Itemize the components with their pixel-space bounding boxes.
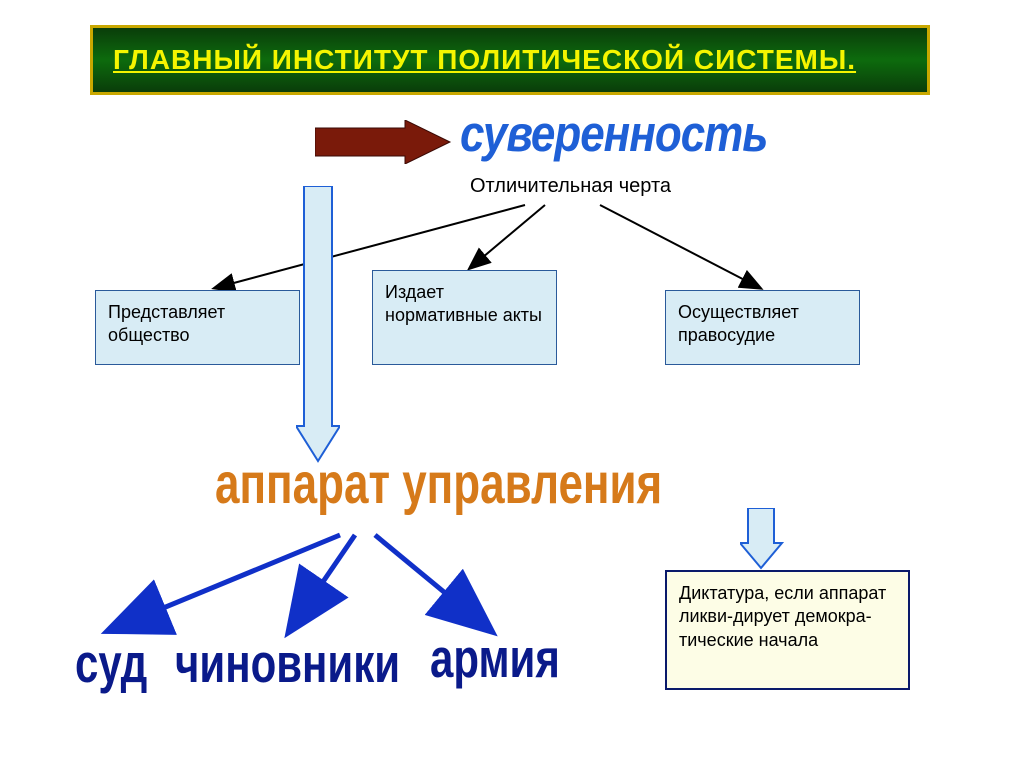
box-acts-text: Издает нормативные акты bbox=[385, 282, 542, 325]
title-text: ГЛАВНЫЙ ИНСТИТУТ ПОЛИТИЧЕСКОЙ СИСТЕМЫ. bbox=[113, 44, 856, 76]
box-justice-text: Осуществляет правосудие bbox=[678, 302, 799, 345]
box-society: Представляет общество bbox=[95, 290, 300, 365]
sovereign-label: суверенность bbox=[460, 106, 767, 164]
apparat-label: аппарат управления bbox=[215, 453, 662, 518]
box-dictatorship-text: Диктатура, если аппарат ликви-дирует дем… bbox=[679, 583, 886, 650]
red-arrow-icon bbox=[315, 120, 455, 164]
small-block-arrow-icon bbox=[740, 508, 784, 570]
title-bar: ГЛАВНЫЙ ИНСТИТУТ ПОЛИТИЧЕСКОЙ СИСТЕМЫ. bbox=[90, 25, 930, 95]
big-block-arrow-icon bbox=[296, 186, 340, 466]
word-court: суд bbox=[75, 633, 147, 695]
subtitle-label: Отличительная черта bbox=[470, 175, 671, 198]
box-society-text: Представляет общество bbox=[108, 302, 225, 345]
box-acts: Издает нормативные акты bbox=[372, 270, 557, 365]
word-officials: чиновники bbox=[175, 633, 400, 695]
word-army: армия bbox=[430, 628, 560, 690]
box-justice: Осуществляет правосудие bbox=[665, 290, 860, 365]
box-dictatorship: Диктатура, если аппарат ликви-дирует дем… bbox=[665, 570, 910, 690]
